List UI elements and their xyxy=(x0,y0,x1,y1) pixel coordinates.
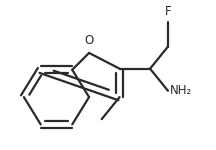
Text: NH₂: NH₂ xyxy=(170,84,192,97)
Text: O: O xyxy=(84,34,94,47)
Text: F: F xyxy=(165,5,171,18)
